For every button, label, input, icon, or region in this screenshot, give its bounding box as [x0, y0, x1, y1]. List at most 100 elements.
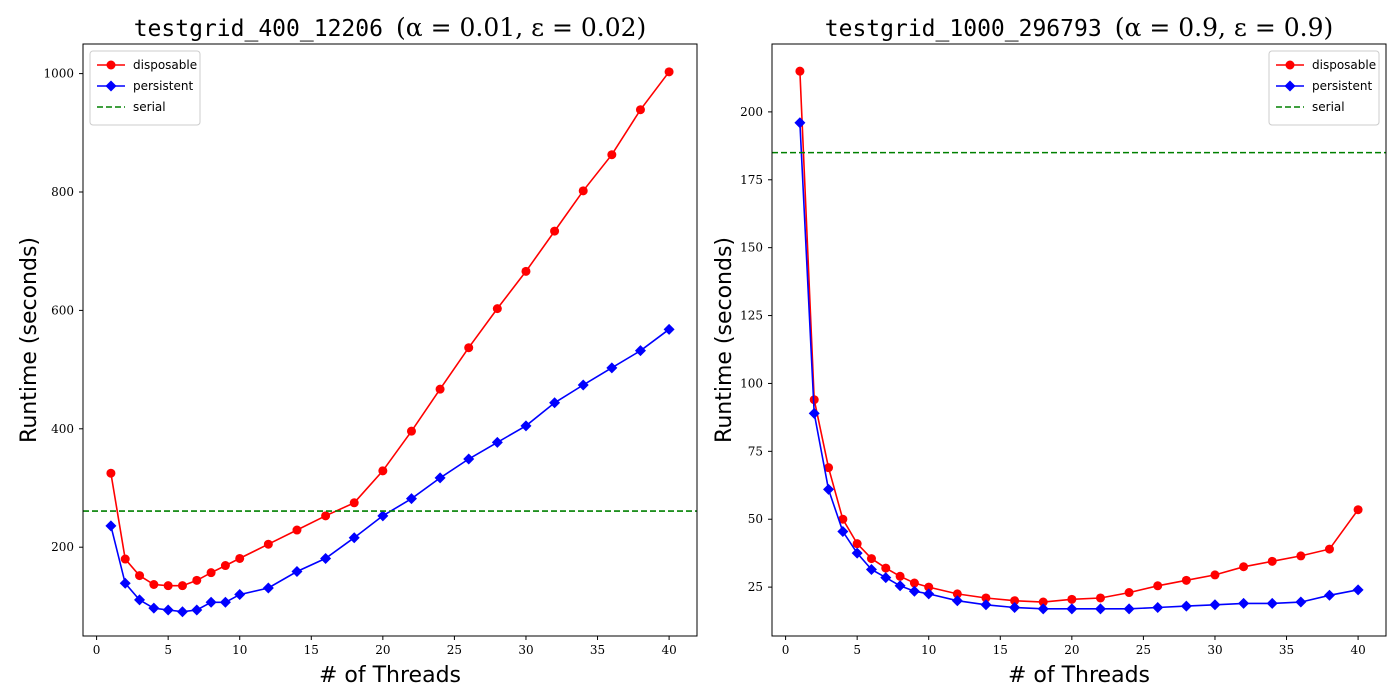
data-point-disposable: [321, 511, 331, 521]
subplot-right: testgrid_1000_296793 (α = 0.9, ε = 0.9) …: [712, 13, 1387, 688]
data-point-persistent: [577, 379, 589, 391]
data-point-disposable: [135, 571, 145, 581]
data-point-persistent: [923, 588, 935, 600]
data-point-persistent: [549, 397, 561, 409]
data-point-persistent: [1123, 603, 1135, 615]
data-point-disposable: [1124, 588, 1134, 598]
x-tick-label: 40: [1350, 643, 1365, 657]
data-point-persistent: [191, 604, 203, 616]
data-point-persistent: [1323, 589, 1335, 601]
data-point-persistent: [148, 602, 160, 614]
data-point-persistent: [520, 420, 532, 432]
legend-label-disposable: disposable: [133, 58, 197, 72]
data-point-persistent: [908, 585, 920, 597]
data-point-disposable: [1010, 596, 1020, 606]
x-tick-label: 25: [1136, 643, 1151, 657]
data-point-persistent: [1266, 597, 1278, 609]
data-point-disposable: [795, 66, 805, 76]
subplot-left: testgrid_400_12206 (α = 0.01, ε = 0.02) …: [17, 13, 698, 688]
y-axis-label-left: Runtime (seconds): [17, 237, 42, 443]
chart-title-name: testgrid_1000_296793: [825, 16, 1102, 42]
data-point-persistent: [606, 362, 618, 374]
data-point-persistent: [491, 436, 503, 448]
x-tick-label: 5: [164, 643, 172, 657]
y-tick-label: 800: [51, 185, 74, 199]
data-point-disposable: [866, 554, 876, 564]
data-point-disposable: [895, 571, 905, 581]
data-point-persistent: [134, 594, 146, 606]
axis-ticks-left: 0 5 10 15 20 25 30 35 40 200 400 600 800 1000: [43, 67, 676, 657]
data-point-persistent: [823, 483, 835, 495]
data-point-persistent: [234, 589, 246, 601]
plot-frame-left: [82, 43, 698, 637]
x-tick-label: 20: [375, 643, 390, 657]
legend-left: disposable persistent serial: [89, 50, 201, 126]
data-point-persistent: [1009, 601, 1021, 613]
series-line-disposable: [799, 71, 1359, 603]
chart-title-name: testgrid_400_12206: [134, 16, 383, 42]
data-point-persistent: [1352, 584, 1364, 596]
data-point-disposable: [163, 581, 173, 591]
data-point-disposable: [192, 575, 202, 585]
x-tick-label: 10: [232, 643, 247, 657]
data-point-persistent: [951, 595, 963, 607]
data-point-disposable: [824, 463, 834, 473]
data-point-disposable: [1067, 594, 1077, 604]
y-tick-label: 100: [740, 376, 763, 390]
x-tick-label: 30: [518, 643, 533, 657]
y-tick-label: 600: [51, 303, 74, 317]
data-point-persistent: [865, 563, 877, 575]
data-point-disposable: [664, 67, 674, 77]
y-tick-label: 400: [51, 422, 74, 436]
data-point-persistent: [405, 493, 417, 505]
data-point-disposable: [1038, 597, 1048, 607]
data-point-disposable: [464, 343, 474, 353]
x-tick-label: 0: [782, 643, 790, 657]
data-point-disposable: [235, 553, 245, 563]
data-point-persistent: [377, 510, 389, 522]
data-point-disposable: [378, 466, 388, 476]
data-point-persistent: [176, 606, 188, 618]
data-point-disposable: [263, 539, 273, 549]
legend-label-persistent: persistent: [1312, 79, 1372, 93]
data-point-disposable: [952, 589, 962, 599]
data-point-disposable: [1095, 593, 1105, 603]
data-point-disposable: [635, 105, 645, 115]
y-tick-label: 200: [51, 540, 74, 554]
x-tick-label: 35: [590, 643, 605, 657]
data-point-disposable: [1267, 556, 1277, 566]
data-point-persistent: [634, 345, 646, 357]
data-point-persistent: [1295, 596, 1307, 608]
x-axis-label-left: # of Threads: [319, 663, 461, 688]
data-point-disposable: [1210, 570, 1220, 580]
y-tick-label: 175: [740, 173, 763, 187]
y-tick-label: 1000: [43, 67, 74, 81]
chart-title-right: testgrid_1000_296793 (α = 0.9, ε = 0.9): [825, 13, 1333, 42]
y-tick-label: 50: [748, 512, 763, 526]
data-point-disposable: [292, 525, 302, 535]
data-point-persistent: [219, 596, 231, 608]
data-point-persistent: [1209, 599, 1221, 611]
x-tick-label: 25: [447, 643, 462, 657]
y-tick-label: 150: [740, 241, 763, 255]
legend-label-disposable: disposable: [1312, 58, 1376, 72]
data-point-disposable: [435, 384, 445, 394]
data-point-persistent: [880, 572, 892, 584]
data-point-disposable: [924, 582, 934, 592]
data-point-persistent: [119, 577, 131, 589]
plot-frame-right: [771, 43, 1387, 637]
data-point-persistent: [1037, 603, 1049, 615]
data-point-persistent: [434, 472, 446, 484]
plot-marks-right: [772, 66, 1386, 615]
data-point-persistent: [794, 117, 806, 129]
y-tick-label: 125: [740, 309, 763, 323]
data-point-disposable: [1239, 562, 1249, 572]
data-point-persistent: [162, 604, 174, 616]
data-point-disposable: [1324, 544, 1334, 554]
data-point-disposable: [838, 514, 848, 524]
data-point-disposable: [349, 498, 359, 508]
legend-marker-disposable: [1285, 60, 1295, 70]
data-point-disposable: [1353, 505, 1363, 515]
data-point-disposable: [1181, 575, 1191, 585]
data-point-persistent: [291, 565, 303, 577]
